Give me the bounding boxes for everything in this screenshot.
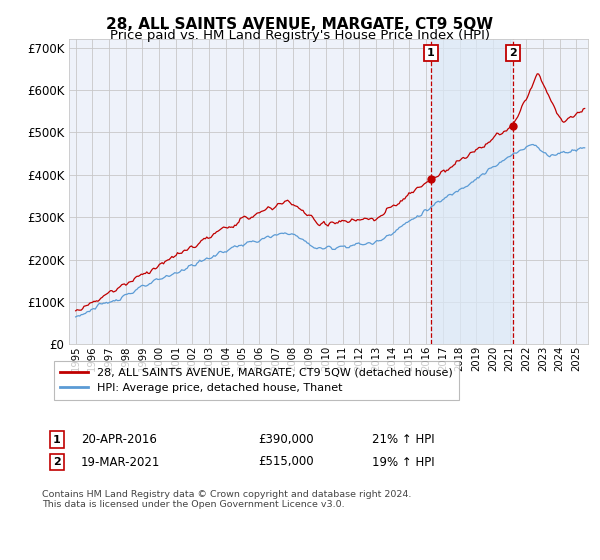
Text: 1: 1 xyxy=(427,48,435,58)
Text: 2: 2 xyxy=(509,48,517,58)
Text: 28, ALL SAINTS AVENUE, MARGATE, CT9 5QW: 28, ALL SAINTS AVENUE, MARGATE, CT9 5QW xyxy=(106,17,494,32)
Text: Price paid vs. HM Land Registry's House Price Index (HPI): Price paid vs. HM Land Registry's House … xyxy=(110,29,490,42)
Text: £515,000: £515,000 xyxy=(258,455,314,469)
Text: 19% ↑ HPI: 19% ↑ HPI xyxy=(372,455,434,469)
Text: 21% ↑ HPI: 21% ↑ HPI xyxy=(372,433,434,446)
Bar xyxy=(431,39,513,344)
Legend: 28, ALL SAINTS AVENUE, MARGATE, CT9 5QW (detached house), HPI: Average price, de: 28, ALL SAINTS AVENUE, MARGATE, CT9 5QW … xyxy=(53,361,460,400)
Text: Contains HM Land Registry data © Crown copyright and database right 2024.
This d: Contains HM Land Registry data © Crown c… xyxy=(42,490,412,510)
Text: £390,000: £390,000 xyxy=(258,433,314,446)
Text: 1: 1 xyxy=(53,435,61,445)
Text: 19-MAR-2021: 19-MAR-2021 xyxy=(81,455,160,469)
Text: 20-APR-2016: 20-APR-2016 xyxy=(81,433,157,446)
Text: 2: 2 xyxy=(53,457,61,467)
